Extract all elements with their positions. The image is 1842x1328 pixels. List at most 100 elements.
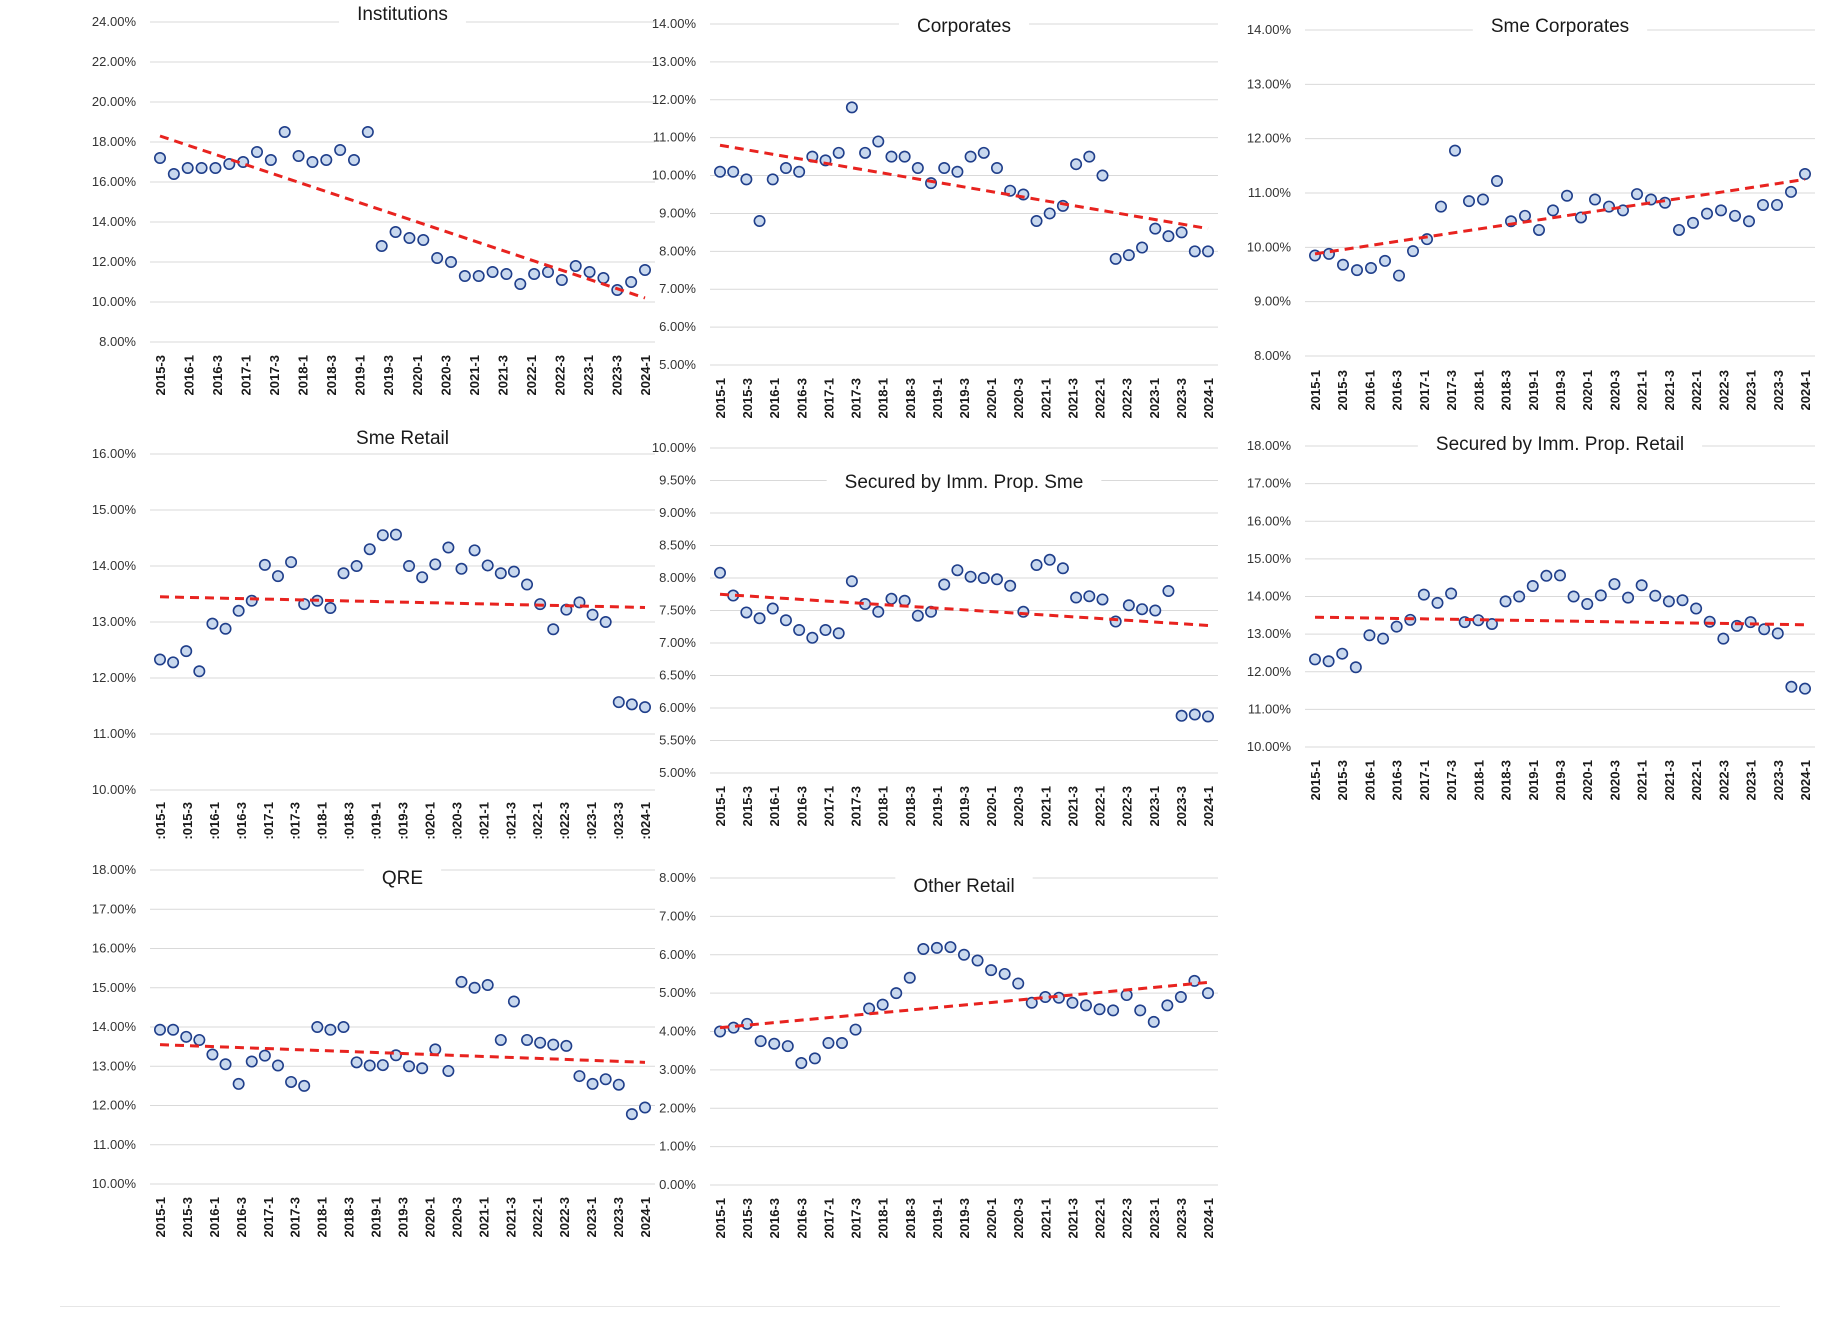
x-tick-label: 2019-3 [396,1197,411,1237]
x-tick-label: 2024-1 [1201,378,1216,418]
x-tick-label: 2017-3 [288,1197,303,1237]
data-point [1435,200,1448,213]
data-point [481,559,494,572]
y-tick-label: 10.00% [652,440,697,455]
x-tick-label: 2023-3 [1174,378,1189,418]
x-tick-label: 2021-3 [1662,370,1677,410]
data-point [872,135,885,148]
data-point [1445,587,1458,600]
y-tick-label: 16.00% [92,941,137,956]
data-point [1365,261,1378,274]
data-point [998,967,1011,980]
x-tick-label: 2015-1 [1308,370,1323,410]
data-point [638,1101,651,1114]
chart-corporates: 5.00% 6.00% 7.00% 8.00% 9.00% 10.00% 11.00% 12.… [652,14,1218,418]
y-tick-label: 11.00% [1248,701,1292,716]
data-point [1490,175,1503,188]
x-tick-label: 2022-1 [1689,370,1704,410]
x-tick-label: 2018-3 [1499,760,1514,800]
data-point [306,156,319,169]
y-tick-label: 14.00% [92,1019,137,1034]
data-point [1407,245,1420,258]
y-tick-label: 5.00% [659,985,696,1000]
x-tick-label: 2018-1 [876,786,891,826]
x-tick-label: 2016-3 [1390,370,1405,410]
x-tick-label: 2016-3 [210,355,225,395]
data-point [753,612,766,625]
data-point [727,1021,740,1034]
x-tick-label: 2023-3 [611,1197,626,1237]
data-point [930,941,943,954]
x-tick-label: 2020-1 [410,355,425,395]
data-point [1560,189,1573,202]
x-tick-label: 2017-1 [821,786,836,826]
data-point [951,564,964,577]
x-tick-label: 2020-3 [1011,378,1026,418]
y-tick-label: 4.00% [659,1024,696,1039]
data-point [363,1059,376,1072]
y-tick-label: 6.50% [659,668,696,683]
x-tick-label: 2024-1 [638,355,653,395]
y-tick-label: 15.00% [1247,551,1292,566]
data-point [206,1048,219,1061]
y-tick-label: 5.50% [659,733,696,748]
data-point [514,277,527,290]
data-point [1201,245,1214,258]
x-tick-label: 2023-1 [1147,378,1162,418]
data-point [793,165,806,178]
data-point [403,560,416,573]
x-tick-label: 2024-1 [1201,786,1216,826]
y-tick-label: 6.00% [659,947,696,962]
data-point [500,267,513,280]
data-point [193,1033,206,1046]
data-point [311,1021,324,1034]
x-tick-label: 2015-3 [180,1197,195,1237]
data-point [714,165,727,178]
data-point [458,269,471,282]
x-tick-label: 2024-1 [1201,1198,1216,1238]
data-point [1083,590,1096,603]
data-point [403,1060,416,1073]
data-point [1109,252,1122,265]
x-tick-label: 2021-1 [1038,786,1053,826]
x-tick-label: 2018-1 [1471,370,1486,410]
data-point [417,234,430,247]
y-tick-label: 14.00% [652,16,697,31]
data-point [468,981,481,994]
data-point [521,1033,534,1046]
y-tick-label: 7.50% [659,603,696,618]
data-point [1175,226,1188,239]
x-tick-label: 2020-3 [449,1197,464,1237]
data-point [1690,602,1703,615]
data-point [442,1064,455,1077]
data-point [597,271,610,284]
data-point [455,975,468,988]
x-tick-label: 2018-1 [1471,760,1486,800]
data-point [1485,617,1498,630]
x-tick-label: 2021-1 [1635,370,1650,410]
data-point [836,1037,849,1050]
data-point [638,263,651,276]
data-point [1083,150,1096,163]
x-tick-label: 2019-3 [957,786,972,826]
chart-title: Sme Corporates [1491,16,1629,37]
x-tick-label: 2017-1 [261,1197,276,1237]
x-tick-label: 2017-3 [849,1198,864,1238]
x-tick-label: 2021-1 [1635,760,1650,800]
y-tick-label: 14.00% [92,558,137,573]
x-tick-label: 2024-1 [1798,370,1813,410]
y-tick-label: 2.00% [659,1100,696,1115]
x-tick-label: 2019-3 [957,378,972,418]
trend-line [159,134,646,300]
y-tick-label: 6.00% [659,700,696,715]
data-point [1025,996,1038,1009]
data-point [429,558,442,571]
data-point [1700,207,1713,220]
data-point [167,1023,180,1036]
x-tick-label: 2019-1 [369,1197,384,1237]
x-tick-label: 2022-3 [1120,378,1135,418]
chart-title: Corporates [917,16,1011,37]
data-point [278,126,291,139]
x-tick-label: 2019-3 [1553,760,1568,800]
y-tick-label: 6.00% [659,319,696,334]
